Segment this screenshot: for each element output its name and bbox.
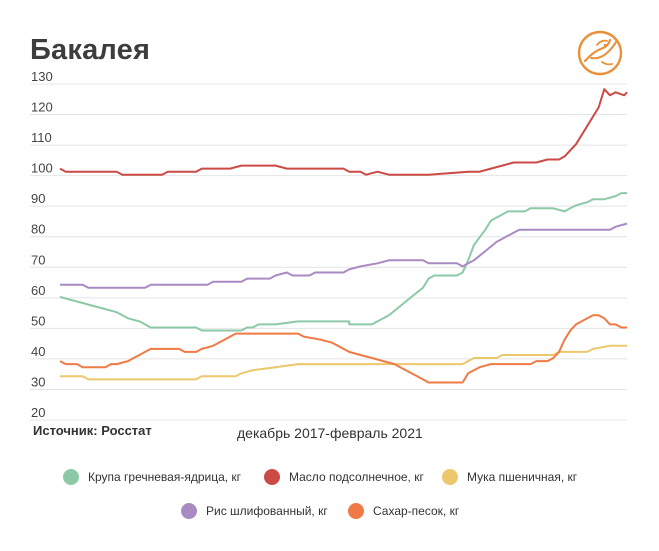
legend-item-sugar: Сахар-песок, кг — [348, 503, 459, 519]
legend-swatch — [181, 503, 197, 519]
legend-label: Мука пшеничная, кг — [467, 470, 578, 484]
bird-logo-icon — [575, 28, 625, 78]
y-tick-label: 70 — [31, 252, 45, 267]
series-line-1 — [59, 88, 628, 176]
series-line-4 — [59, 314, 627, 384]
y-tick-label: 60 — [31, 283, 45, 298]
legend-swatch — [63, 469, 79, 485]
y-tick-label: 120 — [31, 100, 53, 115]
legend-label: Крупа гречневая-ядрица, кг — [88, 470, 242, 484]
y-tick-label: 100 — [31, 161, 53, 176]
legend-item-sunflower-oil: Масло подсолнечное, кг — [264, 469, 424, 485]
legend-item-flour: Мука пшеничная, кг — [442, 469, 577, 485]
y-tick-label: 130 — [31, 69, 53, 84]
legend-item-rice: Рис шлифованный, кг — [181, 503, 328, 519]
legend-label: Масло подсолнечное, кг — [289, 470, 424, 484]
y-tick-label: 20 — [31, 405, 45, 420]
series-lines — [59, 88, 628, 384]
y-axis-tick-labels: 20 30 40 50 60 70 80 90 100 110 120 130 — [31, 69, 53, 420]
series-line-3 — [60, 222, 628, 289]
grid-lines — [30, 83, 627, 421]
legend-swatch — [348, 503, 364, 519]
source-label: Источник: Росстат — [33, 423, 152, 438]
y-tick-label: 40 — [31, 344, 45, 359]
y-tick-label: 30 — [31, 374, 45, 389]
x-axis-period-label: декабрь 2017-февраль 2021 — [237, 425, 423, 441]
y-tick-label: 110 — [31, 130, 52, 145]
legend-label: Сахар-песок, кг — [373, 504, 460, 518]
series-line-0 — [59, 192, 627, 332]
legend-swatch — [442, 469, 458, 485]
y-tick-label: 80 — [31, 222, 45, 237]
legend-item-buckwheat: Крупа гречневая-ядрица, кг — [63, 469, 241, 485]
y-tick-label: 90 — [31, 191, 45, 206]
legend-label: Рис шлифованный, кг — [206, 504, 328, 518]
y-tick-label: 50 — [31, 313, 45, 328]
legend-swatch — [264, 469, 280, 485]
chart-title: Бакалея — [30, 34, 151, 66]
